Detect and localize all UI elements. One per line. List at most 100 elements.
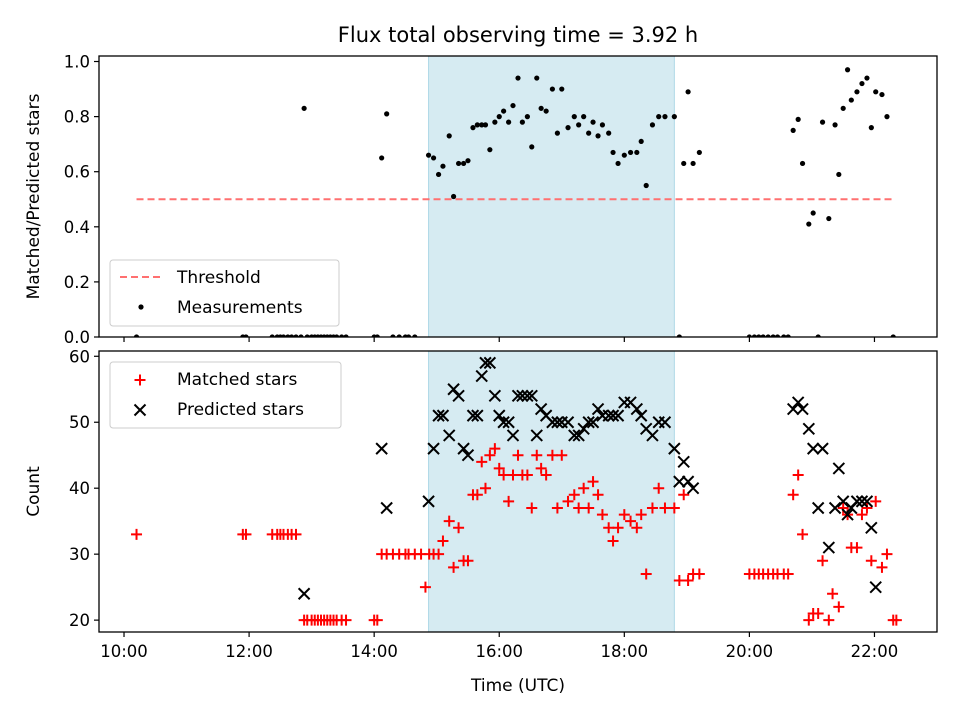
matched-star-marker xyxy=(507,469,519,481)
legend-predicted-label: Predicted stars xyxy=(177,400,304,420)
predicted-star-marker xyxy=(658,416,672,429)
measurement-point xyxy=(884,114,890,120)
legend-matched-label: Matched stars xyxy=(177,370,297,390)
matched-star-marker xyxy=(607,535,619,547)
matched-star-marker xyxy=(443,515,455,527)
matched-star-marker xyxy=(592,489,604,501)
predicted-star-marker xyxy=(297,587,311,600)
y-tick-label: 30 xyxy=(69,545,90,564)
matched-star-marker xyxy=(603,522,615,534)
y-tick-label: 40 xyxy=(69,479,90,498)
measurement-point xyxy=(685,89,691,95)
measurement-point xyxy=(643,182,649,189)
y-tick-label: 20 xyxy=(69,611,90,630)
measurement-point xyxy=(586,130,592,136)
measurement-point xyxy=(506,119,512,125)
matched-star-marker xyxy=(596,509,608,521)
x-tick-label: 18:00 xyxy=(601,642,649,661)
predicted-star-marker xyxy=(506,429,520,442)
predicted-star-marker xyxy=(475,369,488,383)
matched-star-marker xyxy=(573,502,585,514)
predicted-star-marker xyxy=(816,442,829,455)
matched-star-marker xyxy=(782,568,794,580)
predicted-star-marker xyxy=(582,416,595,429)
matched-star-marker xyxy=(833,601,845,613)
legend: Matched stars Predicted stars xyxy=(109,361,342,429)
matched-star-marker xyxy=(631,522,643,534)
predicted-star-marker xyxy=(806,442,820,455)
matched-star-marker xyxy=(540,469,552,481)
measurement-point xyxy=(844,67,851,73)
measurement-point xyxy=(430,155,437,161)
measurement-point xyxy=(510,102,516,109)
predicted-star-marker xyxy=(850,495,864,508)
matched-star-marker xyxy=(682,575,694,587)
matched-star-marker xyxy=(551,502,563,514)
predicted-star-marker xyxy=(551,416,564,429)
measurement-point xyxy=(460,160,467,167)
matched-star-marker xyxy=(448,561,460,573)
y-tick-label: 0.0 xyxy=(64,328,90,347)
predicted-star-marker xyxy=(668,442,681,455)
measurement-point xyxy=(621,152,627,158)
measurement-point xyxy=(864,75,870,81)
matched-star-marker xyxy=(578,482,590,494)
predicted-star-marker xyxy=(681,475,695,488)
predicted-star-marker xyxy=(534,402,548,416)
matched-star-marker xyxy=(659,502,671,514)
measurement-point xyxy=(634,149,640,156)
matched-star-marker xyxy=(803,614,815,626)
measurement-point xyxy=(384,111,390,117)
predicted-star-marker xyxy=(502,416,515,429)
matched-star-marker xyxy=(812,608,824,620)
predicted-star-marker xyxy=(530,429,543,442)
measurement-point xyxy=(819,119,826,125)
matched-star-marker xyxy=(618,509,630,521)
measurement-point xyxy=(479,122,485,128)
predicted-star-marker xyxy=(452,389,465,403)
matched-star-marker xyxy=(489,443,501,455)
matched-star-marker xyxy=(546,449,558,461)
y-axis-label: Matched/Predicted stars xyxy=(24,93,44,299)
predicted-star-marker xyxy=(611,409,625,422)
top-panel: 0.0 0.2 0.4 0.6 0.8 1.0 Matched/Predicted star… xyxy=(24,53,938,347)
matched-star-marker xyxy=(635,509,647,521)
measurement-point xyxy=(529,144,535,150)
measurement-point xyxy=(501,108,507,114)
measurement-point xyxy=(492,119,498,125)
matched-star-marker xyxy=(562,495,574,507)
matched-star-marker xyxy=(851,542,863,554)
predicted-star-marker xyxy=(802,422,816,436)
predicted-star-marker xyxy=(461,449,475,462)
matched-star-marker xyxy=(433,548,445,560)
legend-measurement-swatch xyxy=(138,304,144,310)
measurement-point xyxy=(599,122,606,128)
legend-matched-swatch xyxy=(134,374,146,386)
legend-predicted-swatch xyxy=(133,403,147,417)
predicted-star-marker xyxy=(561,416,575,429)
measurement-point xyxy=(656,114,662,120)
shaded-region xyxy=(428,350,675,633)
measurement-point xyxy=(879,91,885,98)
legend: Threshold Measurements xyxy=(109,259,340,327)
matched-star-marker xyxy=(371,614,383,626)
predicted-star-marker xyxy=(568,429,581,442)
x-tick-label: 16:00 xyxy=(475,642,523,661)
matched-star-marker xyxy=(479,482,491,494)
predicted-star-marker xyxy=(832,462,846,475)
matched-star-marker xyxy=(837,502,849,514)
measurement-point xyxy=(615,160,621,167)
measurement-point xyxy=(576,122,582,128)
predicted-star-marker xyxy=(447,383,460,396)
matched-star-marker xyxy=(817,555,829,567)
measurement-point xyxy=(496,114,502,120)
measurement-point xyxy=(581,114,587,120)
predicted-star-marker xyxy=(471,409,484,422)
matched-star-marker xyxy=(646,502,658,514)
measurement-point xyxy=(671,114,677,120)
measurement-point xyxy=(826,215,832,222)
matched-star-marker xyxy=(531,449,543,461)
matched-star-marker xyxy=(787,489,799,501)
predicted-star-marker xyxy=(591,402,605,416)
